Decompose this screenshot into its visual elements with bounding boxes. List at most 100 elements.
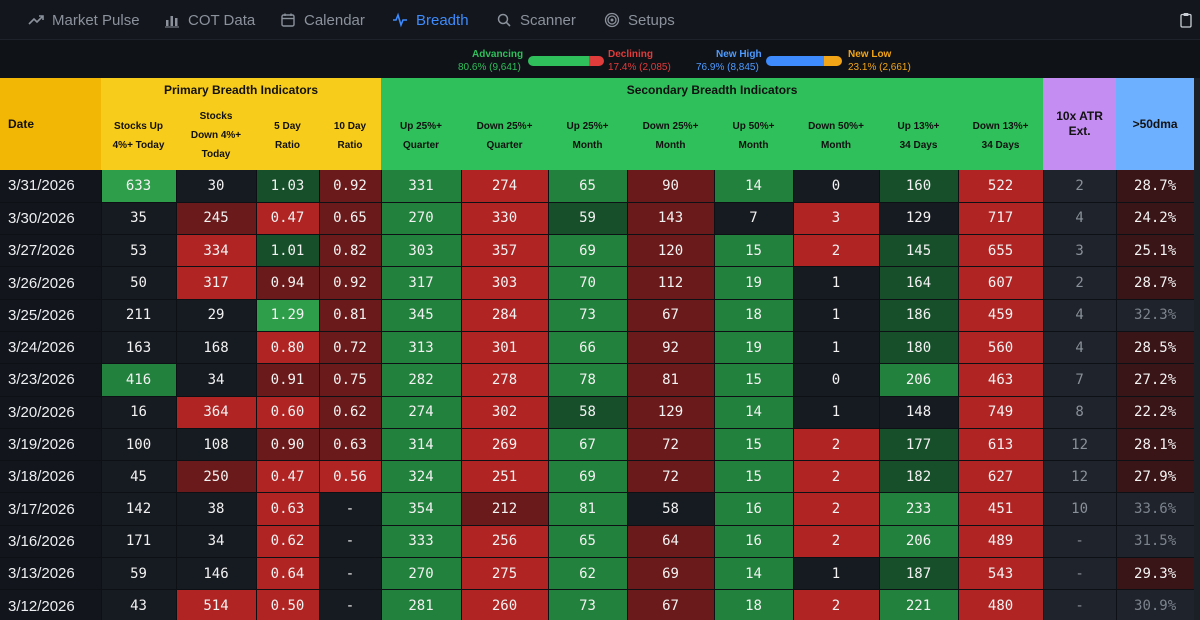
value-cell: 62 — [548, 557, 628, 591]
atr-cell: 10 — [1043, 492, 1117, 526]
value-cell: 148 — [879, 396, 959, 429]
value-cell: 34 — [176, 525, 257, 559]
date-header[interactable]: Date — [0, 78, 101, 170]
atr-cell: 4 — [1043, 202, 1117, 236]
col-5-day-ratio[interactable]: 5 Day Ratio — [256, 101, 319, 170]
value-cell: 163 — [101, 331, 177, 365]
value-cell: 45 — [101, 460, 177, 494]
col-stocks-down-4[interactable]: Stocks Down 4%+ Today — [176, 101, 256, 170]
date-cell: 3/27/2026 — [0, 234, 102, 268]
vertical-scrollbar[interactable] — [1194, 78, 1200, 620]
atr-header[interactable]: 10x ATR Ext. — [1043, 78, 1117, 170]
value-cell: 69 — [548, 460, 628, 494]
value-cell: 92 — [627, 331, 715, 365]
value-cell: 15 — [714, 234, 794, 268]
col-down-50-month[interactable]: Down 50%+ Month — [793, 101, 879, 170]
value-cell: 1 — [793, 396, 880, 429]
nav-label: Breadth — [416, 11, 469, 29]
table-row[interactable]: 3/16/2026 171 34 0.62-333 256 65 64 16 2 206 489-3… — [0, 525, 1200, 559]
top-nav: Market Pulse COT Data Calendar Breadth S… — [0, 0, 1200, 40]
value-cell: 67 — [548, 428, 628, 462]
col-down-13-34-days[interactable]: Down 13%+ 34 Days — [958, 101, 1044, 170]
dma-cell: 29.3% — [1116, 557, 1195, 591]
value-cell: 514 — [176, 589, 257, 620]
value-cell: 302 — [461, 396, 549, 429]
value-cell: 211 — [101, 299, 177, 332]
table-row[interactable]: 3/17/2026 142 38 0.63-354 212 81 58 16 2 233 451 10… — [0, 492, 1200, 526]
nav-cot-data[interactable]: COT Data — [164, 0, 255, 40]
atr-cell: 2 — [1043, 266, 1117, 300]
col-up-13-34-days[interactable]: Up 13%+ 34 Days — [879, 101, 958, 170]
dma-header[interactable]: >50dma — [1116, 78, 1195, 170]
primary-group-header: Primary Breadth Indicators — [101, 78, 381, 101]
value-cell: 19 — [714, 266, 794, 300]
value-cell: 145 — [879, 234, 959, 268]
value-cell: 284 — [461, 299, 549, 332]
table-row[interactable]: 3/18/2026 45 250 0.47 0.56 324 251 69 72 15 2 182 62… — [0, 460, 1200, 494]
value-cell: 29 — [176, 299, 257, 332]
nav-market-pulse[interactable]: Market Pulse — [28, 0, 140, 40]
atr-cell: - — [1043, 525, 1117, 559]
search-icon — [497, 13, 511, 27]
advancing-label: Advancing — [472, 49, 524, 60]
col-down-25-quarter[interactable]: Down 25%+ Quarter — [461, 101, 548, 170]
col-up-50-month[interactable]: Up 50%+ Month — [714, 101, 793, 170]
col-stocks-up-4[interactable]: Stocks Up 4%+ Today — [101, 101, 176, 170]
col-up-25-quarter[interactable]: Up 25%+ Quarter — [381, 101, 461, 170]
value-cell: 129 — [627, 396, 715, 429]
table-row[interactable]: 3/24/2026 163 168 0.80 0.72 313 301 66 92 19 1 180 5… — [0, 331, 1200, 365]
nav-label: Market Pulse — [52, 11, 140, 29]
value-cell: 0.90 — [256, 428, 320, 462]
dma-cell: 24.2% — [1116, 202, 1195, 236]
value-cell: 260 — [461, 589, 549, 620]
value-cell: 2 — [793, 234, 880, 268]
value-cell: 522 — [958, 170, 1044, 203]
value-cell: 14 — [714, 396, 794, 429]
value-cell: 15 — [714, 460, 794, 494]
date-cell: 3/16/2026 — [0, 525, 102, 559]
dma-cell: 27.9% — [1116, 460, 1195, 494]
value-cell: 655 — [958, 234, 1044, 268]
value-cell: 627 — [958, 460, 1044, 494]
declining-value: 17.4% (2,085) — [608, 62, 671, 73]
table-row[interactable]: 3/20/2026 16 364 0.60 0.62 274 302 58 129 14 1 148 7… — [0, 396, 1200, 429]
value-cell: 463 — [958, 363, 1044, 397]
new-high-label: New High — [716, 49, 762, 60]
new-low-label: New Low — [848, 49, 892, 60]
table-row[interactable]: 3/26/2026 50 317 0.94 0.92 317 303 70 112 19 1 164 6… — [0, 266, 1200, 300]
table-row[interactable]: 3/30/2026 35 245 0.47 0.65 270 330 59 143 7 3 129 71… — [0, 202, 1200, 236]
nav-breadth[interactable]: Breadth — [392, 0, 469, 40]
nav-label: Setups — [628, 11, 675, 29]
value-cell: 317 — [176, 266, 257, 300]
table-row[interactable]: 3/27/2026 53 334 1.01 0.82 303 357 69 120 15 2 145 6… — [0, 234, 1200, 268]
value-cell: 2 — [793, 428, 880, 462]
advance-decline-legend: Advancing 80.6% (9,641) Declining 17.4% … — [458, 46, 728, 78]
nav-calendar[interactable]: Calendar — [280, 0, 365, 40]
value-cell: 146 — [176, 557, 257, 591]
value-cell: 354 — [381, 492, 462, 526]
value-cell: 206 — [879, 525, 959, 559]
table-row[interactable]: 3/23/2026 416 34 0.91 0.75 282 278 78 81 15 0 206 46… — [0, 363, 1200, 397]
declining-label: Declining — [608, 49, 654, 60]
value-cell: 65 — [548, 170, 628, 203]
date-cell: 3/13/2026 — [0, 557, 102, 591]
pulse-icon — [393, 12, 407, 28]
clipboard-icon[interactable] — [1180, 12, 1192, 28]
table-row[interactable]: 3/12/2026 43 514 0.50-281 260 73 67 18 2 221 480-3… — [0, 589, 1200, 620]
nav-scanner[interactable]: Scanner — [496, 0, 576, 40]
calendar-icon — [281, 13, 295, 27]
nav-setups[interactable]: Setups — [604, 0, 675, 40]
col-up-25-month[interactable]: Up 25%+ Month — [548, 101, 627, 170]
col-10-day-ratio[interactable]: 10 Day Ratio — [319, 101, 381, 170]
value-cell: 69 — [548, 234, 628, 268]
table-row[interactable]: 3/25/2026 211 29 1.29 0.81 345 284 73 67 18 1 186 45… — [0, 299, 1200, 332]
value-cell: 72 — [627, 428, 715, 462]
new-low-value: 23.1% (2,661) — [848, 62, 911, 73]
table-row[interactable]: 3/31/2026 633 30 1.03 0.92 331 274 65 90 14 0 160 52… — [0, 170, 1200, 203]
col-down-25-month[interactable]: Down 25%+ Month — [627, 101, 714, 170]
value-cell: 3 — [793, 202, 880, 236]
table-row[interactable]: 3/13/2026 59 146 0.64-270 275 62 69 14 1 187 543-2… — [0, 557, 1200, 591]
value-cell: 177 — [879, 428, 959, 462]
value-cell: 717 — [958, 202, 1044, 236]
table-row[interactable]: 3/19/2026 100 108 0.90 0.63 314 269 67 72 15 2 177 6… — [0, 428, 1200, 462]
